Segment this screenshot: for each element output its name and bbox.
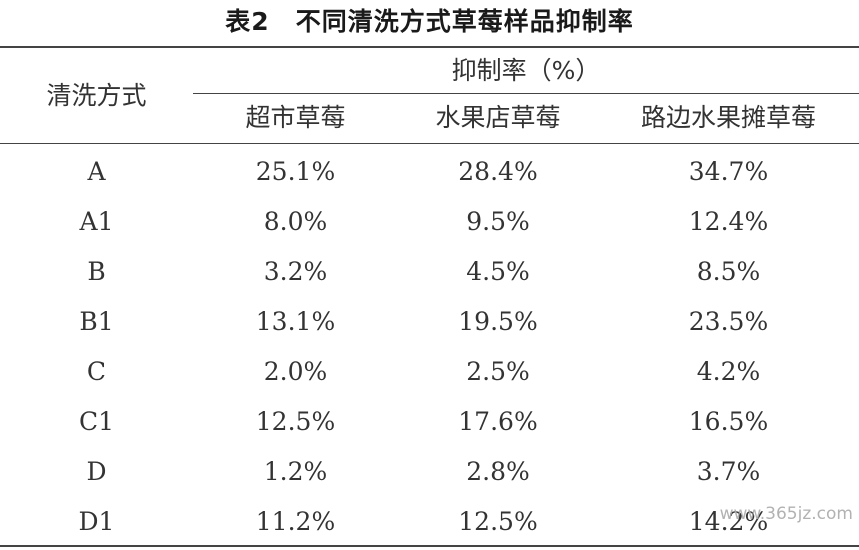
header-sub-rule (193, 93, 859, 94)
value-cell: 8.5% (696, 257, 761, 286)
value-cell: 34.7% (688, 157, 769, 186)
value-cell: 25.1% (255, 157, 336, 186)
value-cell: 2.0% (263, 357, 328, 386)
method-cell: D (86, 457, 107, 486)
value-cell: 3.7% (696, 457, 761, 486)
table-row: B1 13.1% 19.5% 23.5% (0, 297, 859, 347)
value-cell: 23.5% (688, 307, 769, 336)
value-cell: 13.1% (255, 307, 336, 336)
table-title: 表2 不同清洗方式草莓样品抑制率 (225, 7, 634, 36)
method-cell: A (87, 157, 106, 186)
value-cell: 2.5% (466, 357, 530, 386)
table-row: C 2.0% 2.5% 4.2% (0, 347, 859, 397)
method-cell: B (87, 257, 106, 286)
value-cell: 28.4% (458, 157, 538, 186)
value-cell: 12.5% (255, 407, 336, 436)
value-cell: 1.2% (263, 457, 328, 486)
value-cell: 4.2% (696, 357, 761, 386)
value-cell: 11.2% (255, 507, 336, 536)
method-cell: C (86, 357, 107, 386)
value-cell: 19.5% (458, 307, 538, 336)
method-cell: B1 (79, 307, 114, 336)
value-cell: 4.5% (466, 257, 530, 286)
header-inhibition-rate: 抑制率（%） (451, 56, 601, 85)
value-cell: 16.5% (688, 407, 769, 436)
header-supermarket: 超市草莓 (245, 103, 346, 132)
table-row: D1 11.2% 12.5% 14.2% (0, 497, 859, 547)
header-roadside-stall: 路边水果摊草莓 (640, 103, 816, 132)
header-rule (0, 143, 859, 144)
value-cell: 3.2% (263, 257, 328, 286)
value-cell: 9.5% (466, 207, 530, 236)
table-row: D 1.2% 2.8% 3.7% (0, 447, 859, 497)
header-method: 清洗方式 (46, 81, 147, 110)
value-cell: 8.0% (263, 207, 328, 236)
value-cell: 12.5% (458, 507, 538, 536)
value-cell: 2.8% (466, 457, 530, 486)
bottom-rule (0, 545, 859, 547)
table-row: B 3.2% 4.5% 8.5% (0, 247, 859, 297)
method-cell: D1 (78, 507, 115, 536)
value-cell: 12.4% (688, 207, 769, 236)
top-rule (0, 46, 859, 48)
method-cell: C1 (78, 407, 115, 436)
site-watermark: www.365jz.com (719, 504, 853, 524)
header-fruit-shop: 水果店草莓 (435, 103, 561, 132)
value-cell: 17.6% (458, 407, 538, 436)
table-body: A 25.1% 28.4% 34.7% A1 8.0% 9.5% 12.4% B… (0, 147, 859, 547)
value-cell: 14.2% (688, 507, 769, 536)
table-row: A1 8.0% 9.5% 12.4% (0, 197, 859, 247)
table-row: A 25.1% 28.4% 34.7% (0, 147, 859, 197)
table-row: C1 12.5% 17.6% 16.5% (0, 397, 859, 447)
method-cell: A1 (79, 207, 114, 236)
